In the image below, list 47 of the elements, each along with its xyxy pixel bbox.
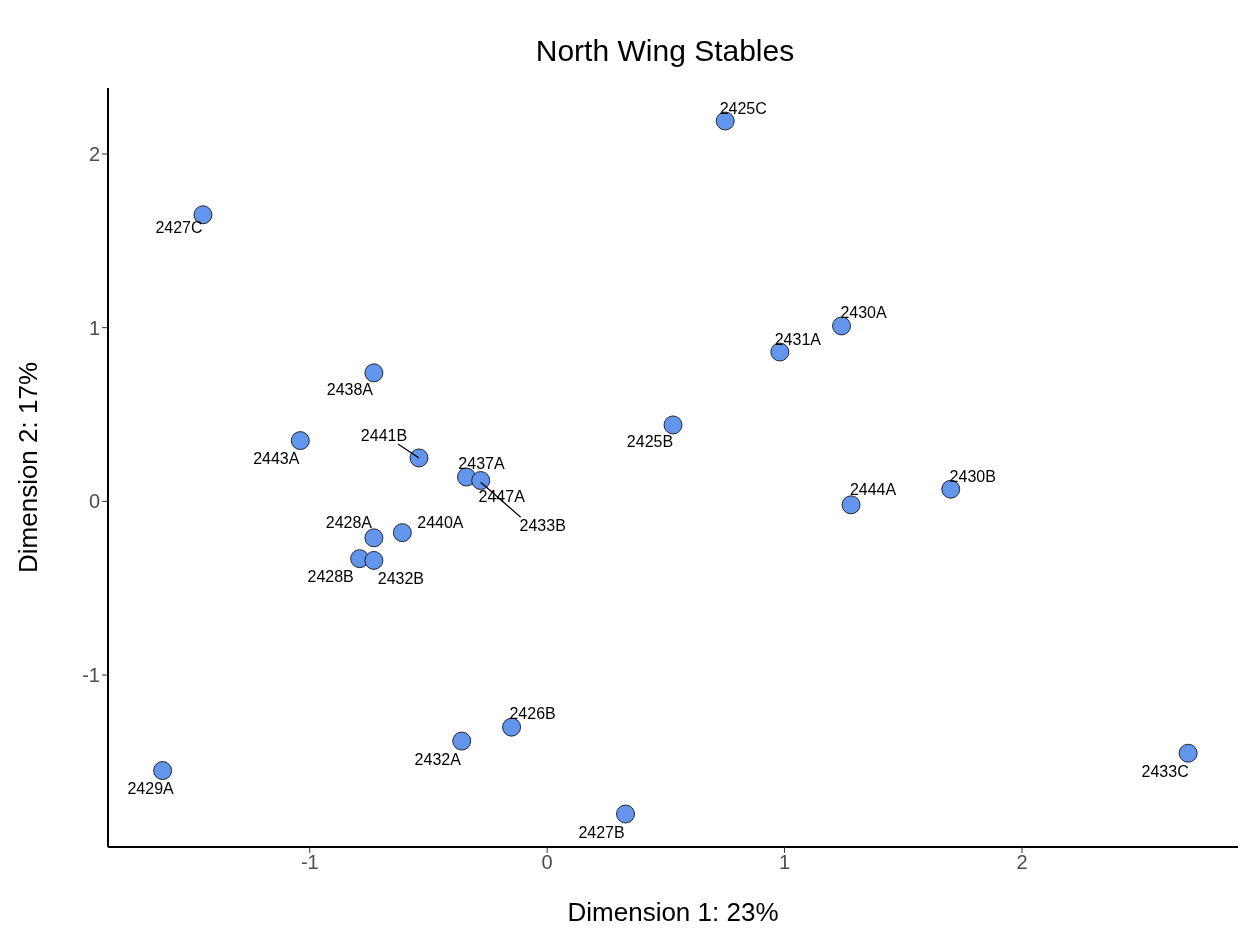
annotation: 2433B xyxy=(519,516,566,534)
annotation: 2440A xyxy=(417,514,464,532)
annotation: 2425B xyxy=(626,433,674,451)
annotation: 2425C xyxy=(719,99,767,117)
y-axis-title: Dimension 2: 17% xyxy=(13,362,44,573)
annotation: 2432B xyxy=(377,569,425,587)
annotation: 2426B xyxy=(509,704,556,722)
point xyxy=(153,761,172,780)
point xyxy=(409,448,429,468)
y-tick-label: -1 xyxy=(82,664,100,687)
annotation: 2428A xyxy=(325,514,373,532)
x-tick-label: -1 xyxy=(300,851,319,874)
point xyxy=(616,804,635,824)
y-tick-label: 1 xyxy=(88,316,100,339)
point xyxy=(290,431,310,450)
annotation: 2444A xyxy=(849,481,897,499)
annotation: 2431A xyxy=(774,330,822,348)
annotation: 2430A xyxy=(840,304,888,322)
annotation: 2437A xyxy=(458,454,505,472)
point xyxy=(364,528,384,548)
point xyxy=(392,523,412,543)
point xyxy=(452,731,472,751)
annotation: 2438A xyxy=(326,381,374,399)
annotation: 2428B xyxy=(307,568,354,586)
annotation: 2430B xyxy=(949,467,996,485)
chart-title: North Wing Stables xyxy=(535,33,795,67)
annotation: 2432A xyxy=(414,750,462,768)
annotation: 2427B xyxy=(578,823,625,841)
x-tick-label: 1 xyxy=(779,851,791,874)
point xyxy=(1178,743,1198,763)
x-tick-label: 0 xyxy=(541,851,553,874)
y-tick-label: 0 xyxy=(88,490,100,513)
point xyxy=(364,363,384,383)
y-tick-label: 2 xyxy=(88,143,100,166)
point xyxy=(364,551,384,570)
x-tick-label: 2 xyxy=(1016,851,1028,874)
point xyxy=(471,471,491,490)
x-axis-title: Dimension 1: 23% xyxy=(567,897,779,927)
point xyxy=(841,495,861,515)
annotation: 2427C xyxy=(155,219,203,237)
annotation: 2433C xyxy=(1141,762,1189,780)
point xyxy=(832,316,851,336)
annotation: 2429A xyxy=(127,780,175,798)
annotation: 2441B xyxy=(360,427,408,445)
point xyxy=(663,415,683,435)
point xyxy=(502,717,521,737)
annotation: 2443A xyxy=(253,450,300,468)
